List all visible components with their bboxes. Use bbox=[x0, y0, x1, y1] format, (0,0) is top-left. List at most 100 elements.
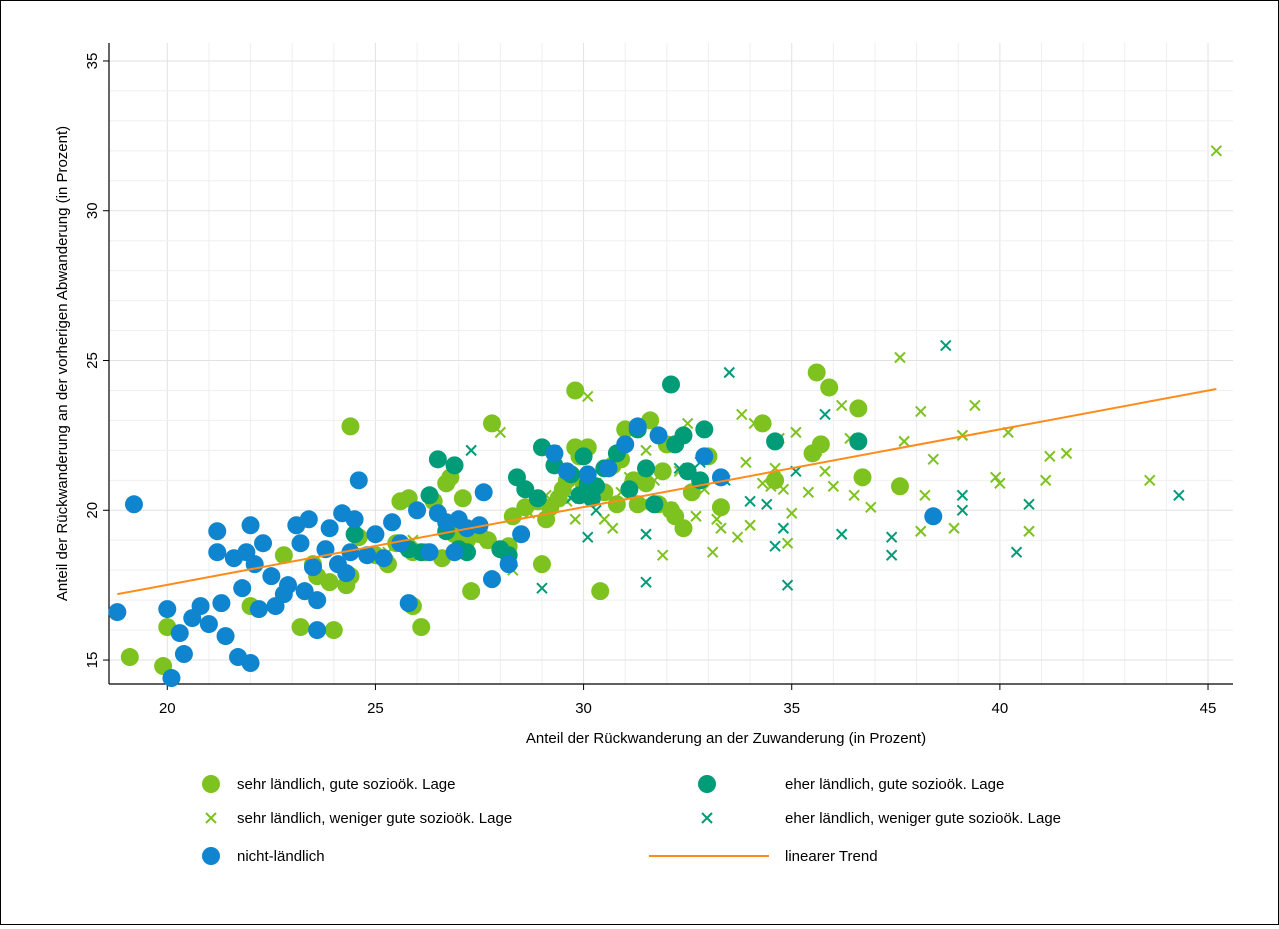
data-point-x bbox=[885, 549, 898, 561]
data-point-x bbox=[956, 504, 969, 516]
data-point-x bbox=[1144, 474, 1156, 487]
data-point-circle bbox=[308, 621, 327, 640]
x-marker-stroke bbox=[590, 504, 602, 516]
data-point-circle bbox=[628, 495, 647, 514]
x-marker-stroke bbox=[781, 537, 794, 549]
x-marker-stroke bbox=[994, 477, 1006, 490]
data-point-x bbox=[582, 390, 594, 403]
data-point-circle bbox=[695, 420, 714, 439]
data-point-circle bbox=[299, 510, 318, 529]
x-marker-stroke bbox=[1044, 450, 1056, 463]
data-point-circle bbox=[557, 462, 576, 481]
legend-marker-circle bbox=[202, 775, 220, 793]
x-marker-stroke bbox=[885, 531, 898, 543]
data-point-x bbox=[640, 576, 652, 588]
x-marker-stroke bbox=[656, 549, 669, 561]
data-point-circle bbox=[324, 621, 343, 640]
x-marker-stroke bbox=[607, 522, 619, 534]
data-point-circle bbox=[453, 489, 472, 508]
data-point-circle bbox=[345, 510, 364, 529]
legend-item: sehr ländlich, weniger gute sozioök. Lag… bbox=[205, 810, 512, 827]
data-point-circle bbox=[807, 363, 826, 382]
data-point-circle bbox=[445, 543, 464, 562]
data-point-x bbox=[756, 477, 769, 490]
data-point-circle bbox=[199, 615, 218, 634]
y-tick-label: 15 bbox=[84, 652, 101, 669]
x-marker-stroke bbox=[1144, 474, 1156, 487]
x-marker-stroke bbox=[731, 531, 744, 543]
x-tick-label: 35 bbox=[783, 700, 800, 717]
x-marker-stroke bbox=[915, 525, 927, 537]
x-marker-stroke bbox=[640, 444, 652, 457]
data-point-circle bbox=[678, 462, 697, 481]
data-point-circle bbox=[170, 624, 189, 643]
x-marker-stroke bbox=[898, 435, 910, 448]
data-point-x bbox=[781, 579, 794, 591]
data-point-circle bbox=[674, 519, 693, 538]
x-marker-stroke bbox=[494, 426, 507, 439]
data-point-circle bbox=[124, 495, 143, 514]
data-point-x bbox=[781, 537, 794, 549]
data-point-circle bbox=[674, 426, 693, 445]
data-point-x bbox=[569, 513, 581, 525]
x-marker-stroke bbox=[790, 465, 802, 478]
legend-label: linearer Trend bbox=[785, 848, 878, 865]
data-point-circle bbox=[532, 555, 551, 574]
data-point-x bbox=[769, 540, 781, 552]
data-point-circle bbox=[474, 483, 493, 502]
data-point-circle bbox=[349, 471, 368, 490]
x-marker-stroke bbox=[744, 519, 756, 531]
x-marker-stroke bbox=[835, 399, 848, 412]
data-point-circle bbox=[174, 645, 193, 664]
data-point-x bbox=[465, 444, 477, 457]
x-marker-stroke bbox=[536, 582, 548, 594]
data-point-circle bbox=[208, 543, 227, 562]
grid bbox=[109, 43, 1233, 684]
x-marker-stroke bbox=[736, 408, 748, 421]
x-tick-label: 20 bbox=[159, 700, 176, 717]
x-marker-stroke bbox=[715, 522, 727, 534]
data-point-circle bbox=[607, 495, 626, 514]
data-points bbox=[108, 145, 1223, 688]
x-marker-stroke bbox=[465, 444, 477, 457]
x-marker-stroke bbox=[848, 489, 860, 502]
legend: sehr ländlich, gute sozioök. Lage eher lä… bbox=[202, 775, 1061, 865]
data-point-circle bbox=[545, 444, 564, 463]
x-marker-stroke bbox=[940, 339, 952, 352]
legend-label: sehr ländlich, gute sozioök. Lage bbox=[237, 776, 455, 793]
x-marker-stroke bbox=[205, 812, 217, 824]
x-marker-stroke bbox=[790, 426, 802, 439]
data-point-x bbox=[865, 501, 877, 513]
data-point-circle bbox=[233, 579, 252, 598]
trend-line-group bbox=[117, 387, 1217, 596]
data-point-circle bbox=[162, 669, 181, 688]
data-point-circle bbox=[408, 501, 427, 520]
trend-line bbox=[117, 387, 1217, 596]
data-point-x bbox=[835, 528, 848, 540]
data-point-circle bbox=[274, 546, 293, 565]
data-point-circle bbox=[337, 564, 356, 583]
data-point-circle bbox=[295, 582, 314, 601]
data-point-circle bbox=[291, 618, 310, 637]
data-point-x bbox=[990, 471, 1002, 484]
tick-labels: 20 25 30 35 40 45 15 20 25 30 35 bbox=[84, 53, 1216, 717]
data-point-x bbox=[940, 339, 952, 352]
x-marker-stroke bbox=[761, 498, 773, 510]
data-point-x bbox=[1173, 489, 1185, 502]
legend-marker-circle bbox=[202, 847, 220, 865]
series-nicht-l-ndlich bbox=[108, 417, 943, 688]
data-point-x bbox=[885, 531, 898, 543]
data-point-circle bbox=[478, 531, 497, 550]
data-point-x bbox=[656, 549, 669, 561]
x-marker-stroke bbox=[915, 405, 927, 418]
data-point-circle bbox=[320, 519, 339, 538]
x-marker-stroke bbox=[756, 477, 769, 490]
data-point-x bbox=[956, 489, 969, 502]
data-point-circle bbox=[158, 600, 177, 619]
data-point-circle bbox=[512, 525, 531, 544]
data-point-circle bbox=[366, 525, 385, 544]
data-point-circle bbox=[241, 516, 260, 535]
data-point-circle bbox=[649, 426, 668, 445]
data-point-circle bbox=[766, 432, 785, 451]
legend-item: linearer Trend bbox=[649, 848, 878, 865]
